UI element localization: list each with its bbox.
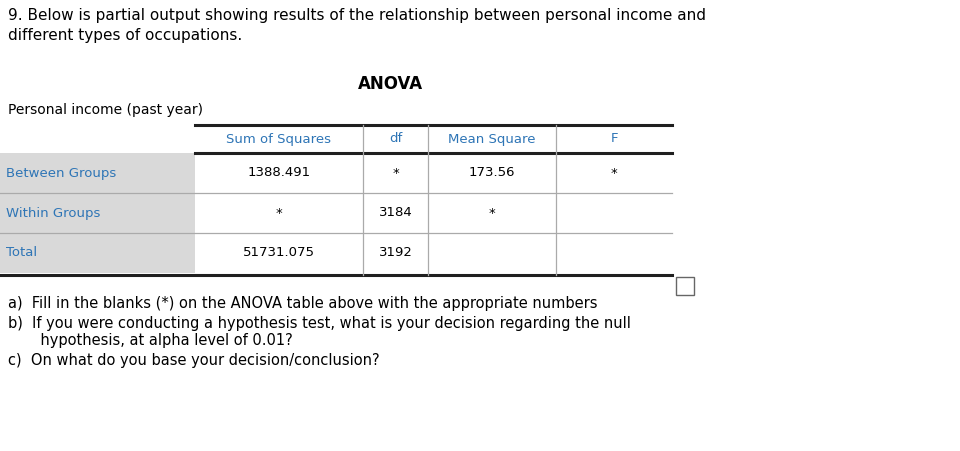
- Bar: [0, 193, 195, 233]
- Text: *: *: [276, 207, 282, 220]
- Text: b)  If you were conducting a hypothesis test, what is your decision regarding th: b) If you were conducting a hypothesis t…: [8, 316, 631, 331]
- Text: *: *: [611, 166, 617, 179]
- Text: *: *: [489, 207, 495, 220]
- Text: *: *: [392, 166, 398, 179]
- Text: F: F: [611, 133, 617, 146]
- Text: 51731.075: 51731.075: [243, 247, 315, 259]
- Text: 1388.491: 1388.491: [248, 166, 311, 179]
- Text: 173.56: 173.56: [468, 166, 516, 179]
- Bar: [676, 277, 694, 295]
- Text: 3192: 3192: [378, 247, 413, 259]
- Text: 3184: 3184: [378, 207, 413, 220]
- Text: Personal income (past year): Personal income (past year): [8, 103, 203, 117]
- Bar: [0, 153, 195, 193]
- Text: 9. Below is partial output showing results of the relationship between personal : 9. Below is partial output showing resul…: [8, 8, 706, 43]
- Text: ANOVA: ANOVA: [357, 75, 422, 93]
- Text: Sum of Squares: Sum of Squares: [227, 133, 331, 146]
- Text: hypothesis, at alpha level of 0.01?: hypothesis, at alpha level of 0.01?: [8, 333, 293, 348]
- Text: c)  On what do you base your decision/conclusion?: c) On what do you base your decision/con…: [8, 353, 379, 368]
- Text: Mean Square: Mean Square: [448, 133, 536, 146]
- Text: a)  Fill in the blanks (*) on the ANOVA table above with the appropriate numbers: a) Fill in the blanks (*) on the ANOVA t…: [8, 296, 597, 311]
- Text: Within Groups: Within Groups: [6, 207, 101, 220]
- Text: df: df: [389, 133, 402, 146]
- Bar: [0, 233, 195, 273]
- Text: Total: Total: [6, 247, 37, 259]
- Text: Between Groups: Between Groups: [6, 166, 116, 179]
